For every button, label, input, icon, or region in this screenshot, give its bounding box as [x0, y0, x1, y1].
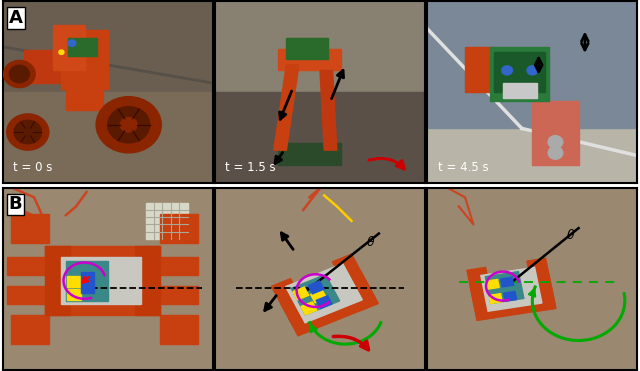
Bar	[7, 257, 49, 275]
Circle shape	[120, 118, 137, 132]
Bar	[286, 38, 328, 59]
Bar	[68, 38, 97, 56]
Bar	[428, 128, 637, 183]
Bar	[278, 49, 341, 70]
Bar	[11, 214, 49, 243]
Text: B: B	[9, 196, 22, 213]
Bar	[145, 203, 188, 239]
Polygon shape	[500, 277, 514, 287]
Polygon shape	[332, 254, 378, 311]
Circle shape	[108, 106, 150, 143]
Bar	[61, 30, 108, 89]
Polygon shape	[470, 275, 552, 302]
Bar	[61, 257, 141, 304]
Bar	[3, 1, 212, 92]
Polygon shape	[280, 270, 369, 319]
Polygon shape	[308, 281, 324, 294]
Bar	[160, 257, 198, 275]
Circle shape	[4, 60, 35, 88]
Polygon shape	[310, 290, 326, 303]
Text: $\theta$: $\theta$	[566, 228, 575, 242]
Polygon shape	[320, 70, 337, 150]
Bar	[160, 286, 198, 304]
Polygon shape	[527, 258, 556, 311]
Polygon shape	[486, 279, 499, 289]
Bar	[66, 261, 108, 301]
Bar	[160, 315, 198, 344]
Text: t = 0 s: t = 0 s	[13, 161, 52, 174]
Bar	[67, 276, 81, 287]
Polygon shape	[474, 292, 556, 320]
Bar	[278, 143, 341, 165]
Circle shape	[68, 40, 76, 46]
Bar	[495, 52, 545, 92]
Bar	[428, 1, 637, 128]
Polygon shape	[316, 296, 332, 309]
Bar	[11, 315, 49, 344]
Text: $\theta$: $\theta$	[366, 235, 376, 249]
Bar	[503, 83, 536, 98]
Circle shape	[548, 147, 563, 159]
Circle shape	[14, 120, 42, 144]
Circle shape	[59, 50, 64, 55]
Text: t = 4.5 s: t = 4.5 s	[438, 161, 488, 174]
Text: A: A	[9, 9, 23, 27]
Bar	[45, 290, 160, 315]
Circle shape	[96, 97, 161, 153]
Bar	[81, 282, 94, 293]
Polygon shape	[291, 275, 340, 315]
Circle shape	[7, 114, 49, 150]
Polygon shape	[485, 272, 524, 303]
Bar	[532, 101, 579, 165]
Polygon shape	[274, 65, 299, 150]
Bar	[3, 92, 212, 183]
Circle shape	[527, 66, 538, 75]
Polygon shape	[289, 287, 378, 336]
Bar	[490, 47, 549, 101]
Circle shape	[548, 136, 563, 148]
Bar	[215, 1, 425, 92]
Bar	[53, 25, 84, 70]
Bar	[135, 246, 160, 315]
Bar	[67, 289, 81, 300]
Bar	[45, 246, 160, 272]
Bar	[215, 92, 425, 183]
Polygon shape	[481, 267, 542, 311]
Bar	[81, 272, 94, 282]
Bar	[465, 47, 495, 92]
Polygon shape	[271, 279, 317, 336]
Polygon shape	[301, 302, 317, 315]
Polygon shape	[489, 294, 502, 303]
Bar	[66, 83, 104, 110]
Polygon shape	[285, 264, 362, 323]
Bar	[7, 286, 49, 304]
Bar	[45, 246, 70, 315]
Text: t = 1.5 s: t = 1.5 s	[225, 161, 276, 174]
Polygon shape	[293, 287, 309, 300]
Polygon shape	[467, 267, 496, 320]
Circle shape	[10, 65, 29, 83]
Bar	[160, 214, 198, 243]
Bar	[24, 50, 66, 83]
Polygon shape	[504, 292, 516, 301]
Circle shape	[502, 66, 513, 75]
